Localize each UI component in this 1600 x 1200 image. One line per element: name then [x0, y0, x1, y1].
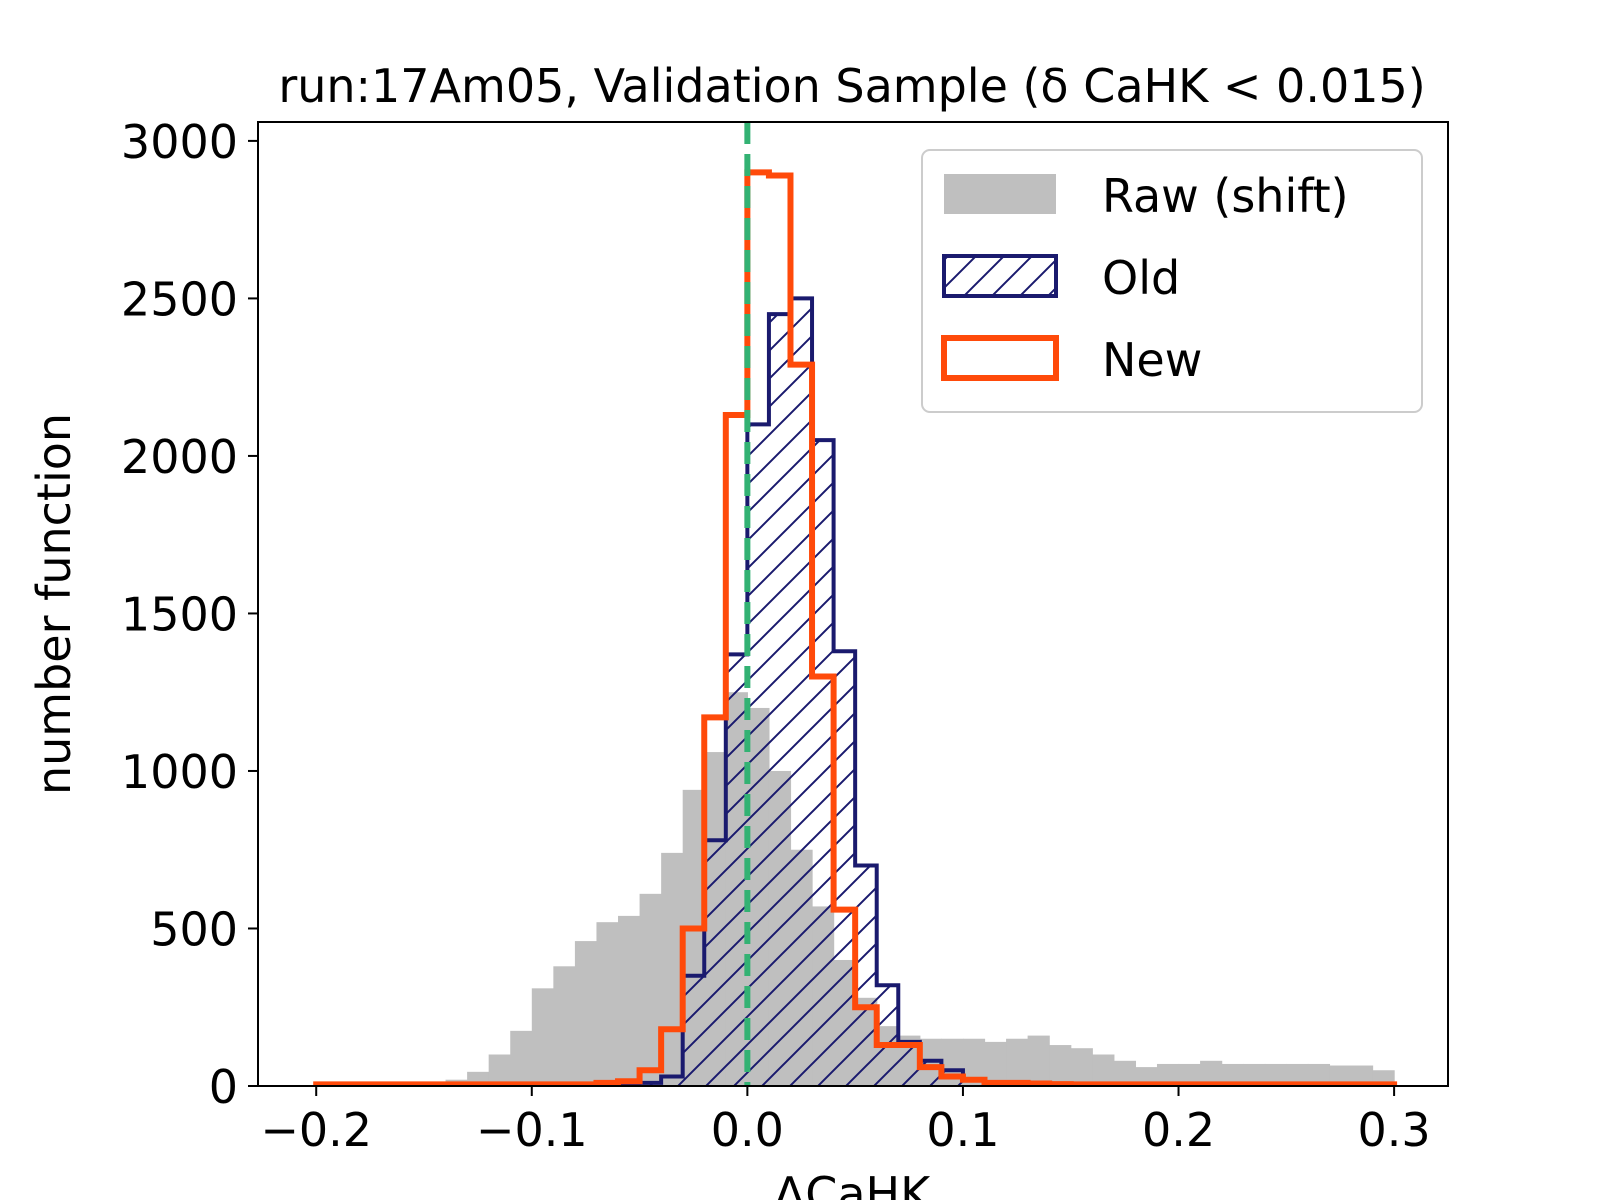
raw-shift-bar — [1113, 1060, 1137, 1086]
raw-shift-bar — [1286, 1063, 1309, 1086]
raw-shift-bar — [962, 1038, 986, 1086]
raw-shift-bar — [1092, 1054, 1115, 1086]
raw-shift-bar — [1307, 1063, 1331, 1086]
y-axis-label: number function — [27, 413, 81, 795]
raw-shift-bar — [1006, 1038, 1029, 1086]
new-step-outline — [313, 169, 1398, 1086]
x-tick-label: −0.2 — [260, 1103, 372, 1157]
raw-shift-bar — [1221, 1063, 1244, 1086]
y-tick-label: 500 — [150, 902, 238, 956]
raw-shift-bar — [1243, 1063, 1266, 1086]
raw-shift-bar — [1027, 1035, 1050, 1086]
x-tick-label: −0.1 — [476, 1103, 588, 1157]
raw-shift-bar — [574, 941, 598, 1086]
raw-shift-bar — [596, 922, 619, 1086]
y-tick-label: 0 — [209, 1060, 238, 1114]
legend-swatch-new — [941, 335, 1059, 381]
legend-swatch-raw-shift — [944, 174, 1056, 214]
raw-shift-bar — [1049, 1045, 1072, 1086]
raw-shift-bar — [1178, 1063, 1201, 1086]
raw-shift-bar — [618, 915, 641, 1086]
raw-shift-bar — [984, 1041, 1007, 1086]
x-tick-label: 0.0 — [711, 1103, 784, 1157]
raw-shift-bar — [1264, 1063, 1287, 1086]
y-tick-label: 3000 — [121, 115, 238, 169]
x-tick-label: 0.3 — [1358, 1103, 1431, 1157]
legend-label-old: Old — [1102, 251, 1180, 305]
raw-shift-bar — [553, 966, 576, 1086]
raw-shift-bar — [1350, 1065, 1374, 1086]
new-series — [313, 169, 1398, 1086]
chart-title: run:17Am05, Validation Sample (δ CaHK < … — [278, 59, 1425, 113]
plot-frame — [257, 121, 1449, 1087]
raw-shift-bar — [1329, 1065, 1352, 1086]
raw-shift-bar — [1070, 1048, 1093, 1086]
x-axis-ticks: −0.2 −0.1 0.0 0.1 0.2 0.3 — [260, 1086, 1431, 1157]
y-tick-label: 1000 — [121, 745, 238, 799]
raw-shift-bar — [639, 893, 662, 1086]
raw-shift-bar — [1200, 1060, 1223, 1086]
raw-shift-bar — [488, 1054, 511, 1086]
raw-shift-bar — [1135, 1067, 1158, 1086]
legend: Raw (shift) Old New — [921, 149, 1423, 413]
x-tick-label: 0.1 — [926, 1103, 999, 1157]
raw-shift-bar — [531, 988, 554, 1086]
y-axis-ticks: 0 500 1000 1500 2000 2500 3000 — [121, 115, 258, 1114]
legend-frame — [921, 149, 1423, 413]
raw-shift-bar — [1156, 1063, 1180, 1086]
y-tick-label: 2000 — [121, 430, 238, 484]
legend-label-new: New — [1102, 333, 1202, 387]
legend-label-raw-shift: Raw (shift) — [1102, 169, 1349, 223]
y-tick-label: 1500 — [121, 587, 238, 641]
raw-shift-bar — [510, 1030, 533, 1086]
legend-swatch-old — [942, 254, 1058, 298]
y-tick-label: 2500 — [121, 272, 238, 326]
x-tick-label: 0.2 — [1142, 1103, 1215, 1157]
x-axis-label: ΔCaHK — [774, 1167, 932, 1200]
